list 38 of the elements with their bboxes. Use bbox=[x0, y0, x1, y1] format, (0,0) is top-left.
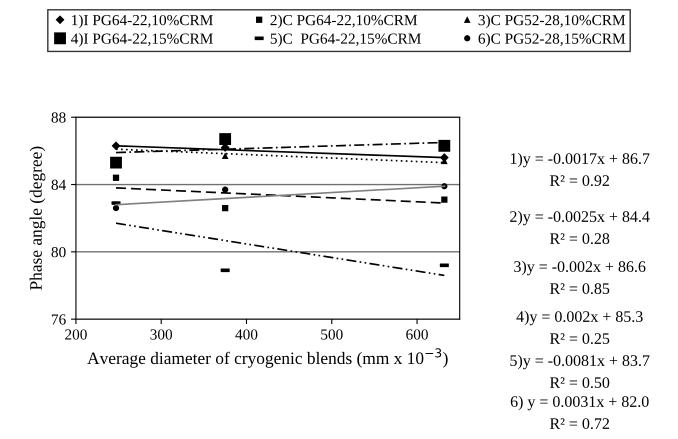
legend-label: 4)I PG64-22,15%CRM bbox=[71, 33, 213, 47]
y-tick-label: 76 bbox=[52, 314, 66, 325]
text: R² = 0.72 bbox=[550, 418, 609, 430]
x-tick-label: 200 bbox=[65, 329, 87, 340]
text: R² = 0.92 bbox=[550, 175, 609, 186]
text: 6) y = 0.0031x + 82.0 bbox=[510, 396, 649, 410]
point bbox=[112, 174, 120, 181]
text: R² = 0.25 bbox=[550, 333, 610, 344]
point bbox=[222, 204, 228, 212]
text: 3)y = -0.002x + 86.6 bbox=[514, 260, 646, 276]
text: R² = 0.28 bbox=[550, 233, 610, 244]
text: R² = 0.85 bbox=[550, 283, 610, 294]
y-axis-title: Phase angle (degree) bbox=[30, 146, 46, 290]
text: 4)y = 0.002x + 85.3 bbox=[516, 310, 643, 326]
point bbox=[110, 156, 122, 169]
text: 2)y = -0.0025x + 84.4 bbox=[510, 210, 650, 226]
legend-label: 6)C PG52-28,15%CRM bbox=[478, 33, 626, 47]
y-tick-label: 88 bbox=[52, 112, 66, 123]
legend-label: 1)I PG64-22,10%CRM bbox=[72, 14, 213, 28]
point bbox=[219, 133, 232, 145]
x-tick-label: 300 bbox=[150, 329, 172, 340]
legend-label: 3)C PG52-28,10%CRM bbox=[478, 14, 626, 28]
text: 1)y = -0.0017x + 86.7 bbox=[510, 152, 650, 168]
text: R² = 0.50 bbox=[550, 377, 610, 388]
x-tick-label: 500 bbox=[321, 329, 343, 340]
x-tick-label: 600 bbox=[406, 329, 428, 340]
point bbox=[222, 152, 228, 160]
x-axis-title: Average diameter of cryogenic blends (mm x 10$^{−3}$) bbox=[87, 348, 448, 368]
x-tick-label: 400 bbox=[235, 329, 258, 340]
text: 5)y = -0.0081x + 83.7 bbox=[510, 354, 650, 370]
point bbox=[112, 204, 120, 212]
point bbox=[438, 140, 450, 152]
legend-label: 5)C PG64-22,15%CRM bbox=[270, 33, 421, 47]
y-tick-label: 80 bbox=[52, 246, 66, 258]
legend-label: 2)C PG64-22,10%CRM bbox=[270, 14, 418, 28]
y-tick-label: 84 bbox=[52, 180, 66, 190]
point bbox=[222, 186, 228, 193]
point bbox=[441, 196, 448, 203]
